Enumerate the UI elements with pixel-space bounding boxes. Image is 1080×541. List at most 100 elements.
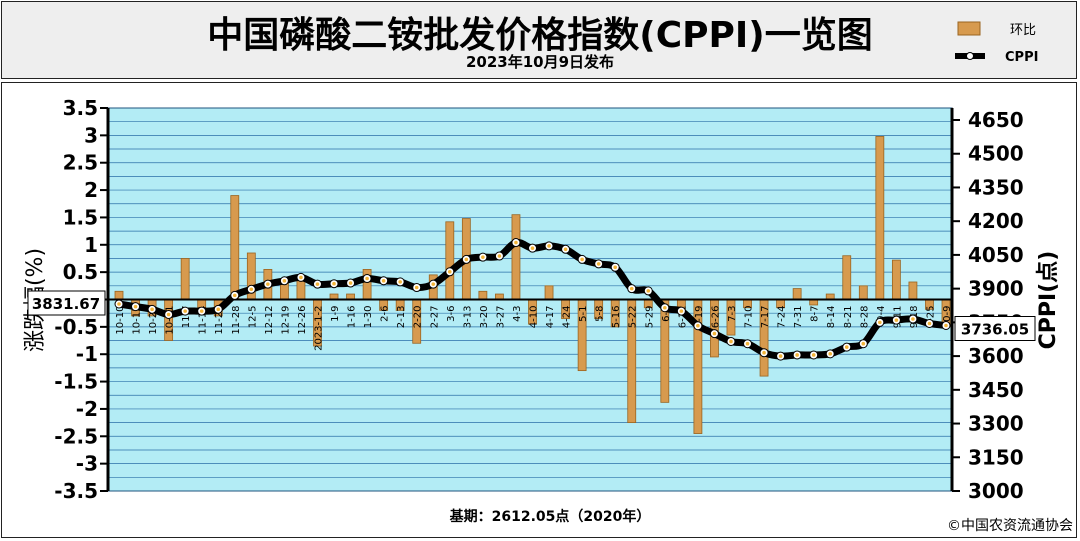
cppi-point-dot [646, 289, 651, 293]
cppi-point-dot [365, 276, 369, 281]
right-tick-label: 4200 [968, 209, 1024, 233]
x-tick-label: 1-30 [363, 306, 374, 329]
bar-change [114, 290, 124, 300]
x-tick-label: 10-24 [148, 306, 159, 335]
cppi-point-dot [629, 286, 634, 291]
x-tick-label: 10-17 [132, 306, 143, 335]
bar-change [858, 285, 868, 300]
cppi-point-dot [811, 353, 816, 357]
x-tick-label: 9-4 [876, 306, 887, 322]
cppi-point-dot [464, 257, 469, 262]
x-tick-label: 5-8 [595, 306, 606, 322]
right-tick-label: 3300 [968, 412, 1024, 436]
right-tick-label: 3000 [968, 479, 1024, 503]
x-tick-label: 9-25 [925, 306, 936, 329]
left-tick-label: -2 [76, 397, 98, 421]
x-tick-label: 5-22 [628, 306, 639, 329]
bar-change [478, 290, 488, 300]
header-panel [1, 1, 1077, 79]
cppi-point-dot [431, 282, 436, 286]
cppi-point-dot [861, 341, 866, 346]
x-tick-label: 4-10 [529, 306, 540, 329]
cppi-point-dot [266, 282, 270, 286]
x-tick-label: 8-21 [843, 306, 854, 329]
cppi-point-dot [580, 257, 584, 262]
x-tick-label: 2-6 [380, 306, 391, 322]
bar-change [180, 258, 190, 300]
bar-change [842, 255, 852, 300]
left-tick-label: -0.5 [54, 315, 98, 339]
x-tick-label: 12-26 [297, 306, 308, 335]
bar-change [279, 282, 289, 300]
cppi-point-dot [778, 354, 783, 358]
cppi-point-dot [282, 278, 287, 283]
x-tick-label: 5-1 [578, 306, 589, 322]
cppi-point-dot [199, 309, 204, 313]
x-tick-label: 1-16 [347, 306, 358, 329]
cppi-point-dot [348, 281, 353, 285]
left-tick-label: -3 [76, 452, 98, 476]
cppi-point-dot [166, 312, 171, 317]
cppi-point-dot [878, 320, 882, 325]
cppi-point-dot [232, 293, 237, 298]
legend-line-marker [966, 52, 974, 60]
x-tick-label: 6-5 [661, 306, 672, 322]
callout-last: 3736.05 [961, 321, 1029, 339]
x-tick-label: 12-12 [264, 306, 275, 335]
cppi-point-dot [563, 247, 568, 252]
x-tick-label: 7-31 [793, 306, 804, 329]
x-tick-label: 4-24 [562, 306, 573, 329]
cppi-point-dot [762, 350, 766, 355]
x-tick-label: 11-14 [198, 306, 209, 335]
right-axis-title: CPPI(点) [1035, 251, 1061, 350]
left-tick-label: -2.5 [54, 424, 98, 448]
cppi-point-dot [844, 345, 849, 349]
cppi-point-dot [696, 323, 700, 328]
right-tick-label: 4350 [968, 175, 1024, 199]
cppi-point-dot [596, 262, 601, 266]
x-tick-label: 8-7 [810, 306, 821, 322]
x-tick-label: 11-28 [231, 306, 242, 335]
cppi-point-dot [927, 321, 932, 326]
x-tick-label: 2-27 [429, 306, 440, 329]
cppi-point-dot [299, 275, 303, 280]
bar-change [362, 269, 372, 300]
bar-change [891, 259, 901, 300]
bar-change [511, 214, 521, 300]
cppi-point-dot [547, 244, 551, 248]
x-tick-label: 7-17 [760, 306, 771, 329]
cppi-point-dot [679, 309, 684, 313]
x-tick-label: 8-28 [859, 306, 870, 329]
left-tick-label: 0.5 [63, 260, 98, 284]
cppi-point-dot [514, 240, 518, 245]
right-tick-label: 4050 [968, 243, 1024, 267]
right-tick-label: 3600 [968, 344, 1024, 368]
right-tick-label: 4500 [968, 142, 1024, 166]
page-subtitle: 2023年10月9日发布 [465, 53, 615, 71]
x-tick-label: 2-20 [413, 306, 424, 329]
cppi-point-dot [216, 307, 221, 312]
callout-first: 3831.67 [32, 295, 100, 313]
left-tick-label: 1 [84, 233, 98, 257]
cppi-point-dot [448, 269, 452, 274]
x-tick-label: 2-13 [396, 306, 407, 329]
x-tick-label: 10-10 [115, 306, 126, 335]
cppi-point-dot [729, 339, 733, 344]
legend-bar-label: 环比 [1010, 23, 1036, 38]
right-tick-label: 4650 [968, 108, 1024, 132]
x-tick-label: 10-31 [165, 306, 176, 335]
legend-bar-swatch [957, 21, 981, 36]
x-tick-label: 7-24 [777, 306, 788, 329]
left-tick-label: 3.5 [63, 96, 98, 120]
right-tick-label: 3450 [968, 378, 1024, 402]
left-tick-label: 1.5 [63, 205, 98, 229]
x-tick-label: 1-9 [330, 306, 341, 322]
x-tick-label: 12-5 [247, 306, 258, 329]
right-tick-label: 3900 [968, 277, 1024, 301]
cppi-point-dot [133, 304, 138, 309]
cppi-point-dot [911, 317, 915, 321]
cppi-point-dot [795, 353, 799, 357]
cppi-point-dot [150, 307, 154, 312]
left-tick-label: -3.5 [54, 479, 98, 503]
